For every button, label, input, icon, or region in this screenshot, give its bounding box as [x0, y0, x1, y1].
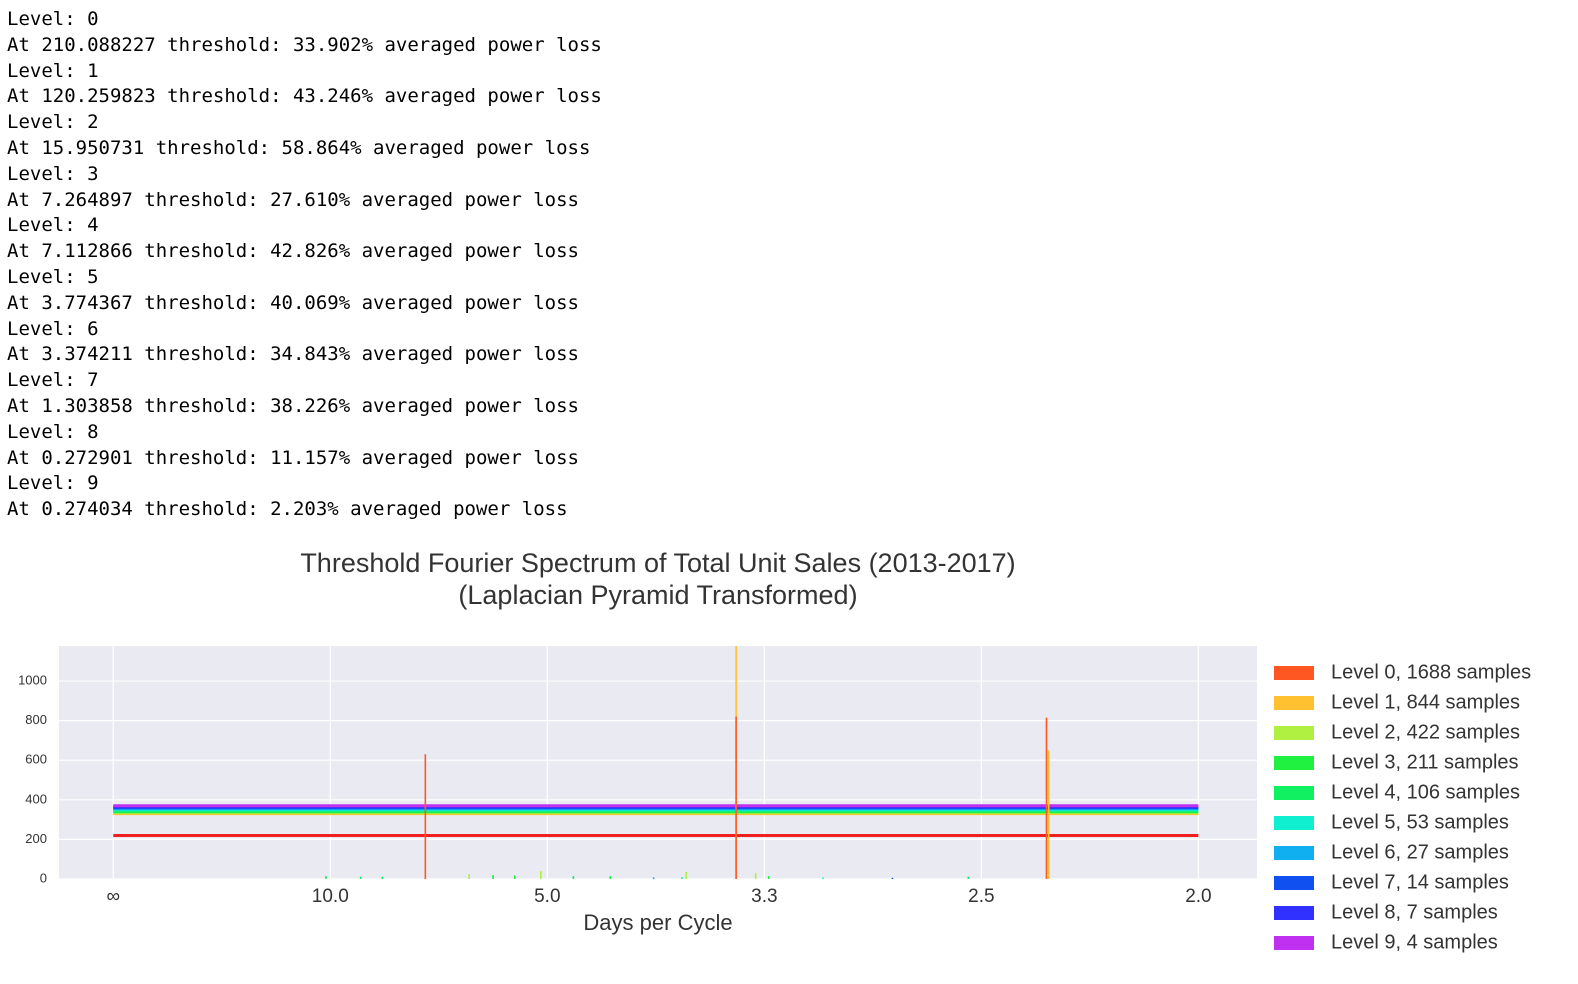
output-line: Level: 6: [7, 317, 99, 340]
y-tick-label: 800: [25, 712, 47, 727]
output-line: At 3.774367 threshold: 40.069% averaged …: [7, 291, 579, 314]
legend-label: Level 8, 7 samples: [1331, 901, 1498, 923]
legend-label: Level 0, 1688 samples: [1331, 661, 1531, 683]
legend-swatch: [1274, 756, 1314, 770]
x-tick-label: 5.0: [534, 886, 560, 907]
legend-swatch: [1274, 786, 1314, 800]
output-line: At 120.259823 threshold: 43.246% average…: [7, 85, 602, 108]
chart-subtitle: (Laplacian Pyramid Transformed): [458, 580, 857, 610]
output-line: Level: 4: [7, 214, 99, 237]
output-line: At 0.272901 threshold: 11.157% averaged …: [7, 446, 579, 469]
output-line: Level: 2: [7, 111, 99, 134]
output-line: Level: 5: [7, 265, 99, 288]
output-line: At 7.264897 threshold: 27.610% averaged …: [7, 188, 579, 211]
output-line: At 210.088227 threshold: 33.902% average…: [7, 33, 602, 56]
x-tick-label: 10.0: [312, 886, 349, 907]
x-tick-label: 3.3: [751, 886, 777, 907]
legend-swatch: [1274, 936, 1314, 950]
output-line: Level: 7: [7, 369, 99, 392]
x-tick-label: 2.5: [968, 886, 994, 907]
output-line: Level: 1: [7, 59, 99, 82]
output-line: At 15.950731 threshold: 58.864% averaged…: [7, 136, 591, 159]
output-line: At 3.374211 threshold: 34.843% averaged …: [7, 343, 579, 366]
output-line: Level: 0: [7, 8, 99, 30]
legend-label: Level 1, 844 samples: [1331, 691, 1520, 713]
legend-swatch: [1274, 666, 1314, 680]
y-tick-label: 1000: [18, 672, 47, 687]
output-line: At 1.303858 threshold: 38.226% averaged …: [7, 394, 579, 417]
output-line: Level: 8: [7, 420, 99, 443]
legend-label: Level 9, 4 samples: [1331, 931, 1498, 953]
x-axis-label: Days per Cycle: [583, 910, 732, 935]
output-line: At 0.274034 threshold: 2.203% averaged p…: [7, 498, 568, 521]
cell-output: Level: 0 At 210.088227 threshold: 33.902%…: [7, 7, 602, 523]
legend-swatch: [1274, 906, 1314, 920]
chart-title: Threshold Fourier Spectrum of Total Unit…: [300, 548, 1015, 578]
legend-label: Level 3, 211 samples: [1331, 751, 1519, 773]
legend-label: Level 2, 422 samples: [1331, 721, 1520, 743]
x-tick-label: 2.0: [1185, 886, 1211, 907]
y-tick-label: 400: [25, 791, 47, 806]
legend-label: Level 5, 53 samples: [1331, 811, 1509, 833]
legend-swatch: [1274, 876, 1314, 890]
plot-area: [59, 646, 1257, 879]
legend-label: Level 7, 14 samples: [1331, 871, 1509, 893]
output-line: Level: 9: [7, 472, 99, 495]
legend-label: Level 6, 27 samples: [1331, 841, 1509, 863]
y-tick-label: 600: [25, 752, 47, 767]
legend-swatch: [1274, 846, 1314, 860]
legend-swatch: [1274, 816, 1314, 830]
output-line: Level: 3: [7, 162, 99, 185]
legend-label: Level 4, 106 samples: [1331, 781, 1520, 803]
y-tick-label: 0: [40, 870, 47, 885]
legend-swatch: [1274, 696, 1314, 710]
x-tick-label: ∞: [106, 886, 120, 907]
y-tick-label: 200: [25, 831, 47, 846]
legend-swatch: [1274, 726, 1314, 740]
output-line: At 7.112866 threshold: 42.826% averaged …: [7, 240, 579, 263]
